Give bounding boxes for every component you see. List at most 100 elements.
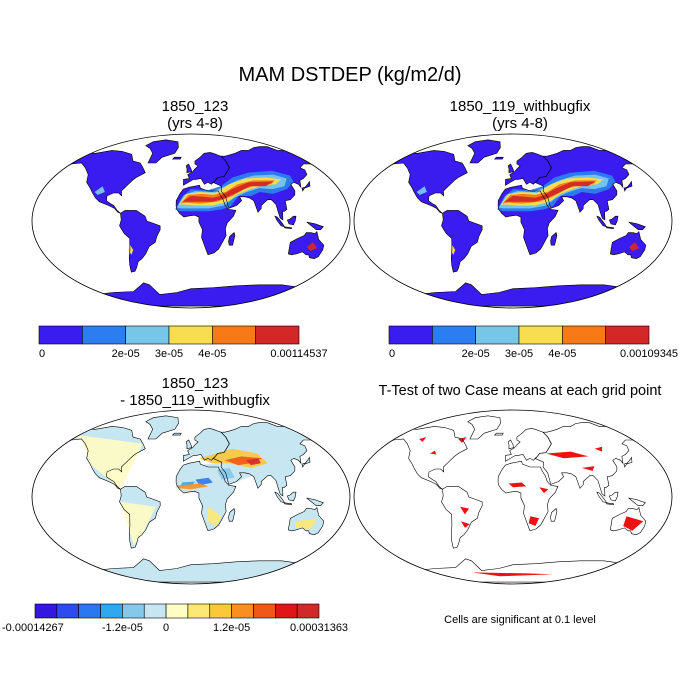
significant-cell-3 — [460, 521, 470, 528]
coastline-britain — [185, 163, 193, 174]
colorbar-tick-label: 1.2e-05 — [212, 622, 251, 634]
colorbar-swatch-12 — [296, 603, 320, 619]
significant-cell-2 — [460, 506, 469, 515]
colorbar-swatch-7 — [187, 603, 211, 619]
significant-cell-8 — [594, 446, 603, 452]
land-borneo — [287, 492, 296, 501]
land-north-america — [385, 150, 468, 214]
difference-field-11 — [295, 518, 318, 529]
significant-cell-0 — [430, 450, 437, 455]
panel1-title-line1: 1850_123 — [161, 98, 229, 115]
coastline-new-guinea — [628, 221, 646, 230]
coastline-europe — [183, 152, 230, 186]
dust-field-7 — [450, 245, 456, 255]
colorbar-tick-label: 4e-05 — [548, 348, 577, 360]
coastline-north-america — [384, 150, 468, 214]
coastline-africa — [175, 184, 237, 256]
dust-field-6 — [416, 186, 427, 195]
colorbar-swatch-1 — [82, 325, 126, 345]
colorbar-swatch-3 — [168, 325, 213, 345]
difference-field-10 — [206, 506, 222, 526]
coastline-iceland — [171, 432, 182, 436]
land-sumatra — [274, 216, 285, 227]
panel1-title-line2: (yrs 4-8) — [167, 115, 223, 132]
land-europe — [183, 152, 230, 186]
coastline-africa — [497, 460, 559, 532]
colorbar-swatch-5 — [143, 603, 167, 619]
colorbar-swatch-4 — [122, 603, 145, 619]
significant-cell-9 — [623, 516, 644, 531]
land-iceland — [494, 157, 504, 160]
map-border — [353, 409, 673, 585]
coastline-britain — [507, 163, 515, 174]
colorbar-tick-label: 3e-05 — [154, 348, 184, 360]
colorbar-swatch-4 — [562, 325, 606, 345]
map-border — [31, 409, 351, 585]
coastline-britain — [185, 439, 193, 450]
dust-field-5 — [628, 242, 640, 251]
land-new-guinea — [306, 222, 324, 230]
colorbar-swatch-2 — [475, 325, 520, 345]
colorbar-tick-label: -0.00014267 — [2, 622, 64, 634]
coastline-kalimantan-java — [606, 502, 614, 506]
land-south-america — [441, 210, 483, 273]
colorbar-case2 — [388, 325, 650, 345]
coastline-europe — [505, 428, 552, 462]
land-borneo — [609, 216, 618, 225]
colorbar-swatch-4 — [212, 325, 256, 345]
land-new-guinea — [628, 222, 646, 230]
coastline-australia — [287, 506, 325, 536]
land-europe — [505, 152, 552, 186]
land-sumatra — [596, 216, 607, 227]
colorbar-swatch-6 — [165, 603, 189, 619]
significant-cell-4 — [508, 482, 527, 488]
coastline-asia — [534, 146, 649, 221]
difference-field-9 — [120, 501, 156, 546]
difference-field-7 — [176, 483, 209, 490]
map-panel-diff — [31, 409, 351, 585]
dust-field-7 — [128, 245, 134, 255]
coastline-south-america — [119, 486, 161, 549]
land-borneo — [287, 216, 296, 225]
colorbar-swatch-5 — [255, 325, 300, 345]
difference-field-12 — [70, 574, 312, 583]
colorbar-case1 — [38, 325, 300, 345]
coastline-kalimantan-java — [284, 502, 292, 506]
colorbar-swatch-10 — [253, 603, 276, 619]
coastline-borneo — [608, 215, 619, 226]
dust-field-4 — [504, 181, 596, 202]
figure-title: MAM DSTDEP (kg/m2/d) — [238, 64, 462, 86]
significance-note: Cells are significant at 0.1 level — [444, 614, 596, 626]
map-border — [353, 133, 673, 309]
coastline-borneo — [286, 215, 297, 226]
colorbar-swatch-11 — [275, 603, 298, 619]
coastline-new-guinea — [306, 497, 324, 506]
coastline-madagascar — [228, 508, 236, 522]
coastline-greenland — [145, 415, 179, 440]
colorbar-tick-label: 0.00109345 — [619, 348, 679, 360]
coastline-madagascar — [550, 232, 558, 246]
colorbar-swatch-2 — [78, 603, 101, 619]
coastline-north-america — [384, 426, 468, 490]
land-greenland — [145, 415, 179, 439]
coastline-asia — [212, 146, 327, 221]
panel4-title: T-Test of two Case means at each grid po… — [340, 383, 700, 400]
colorbar-tick-label: 2e-05 — [111, 348, 140, 360]
land-antarctica — [67, 282, 315, 307]
coastline-asia — [534, 422, 649, 497]
map-panel-ttest — [353, 409, 673, 585]
coastline-iceland — [493, 156, 504, 160]
panel2-title-line1: 1850_119_withbugfix — [449, 98, 591, 115]
colorbar-swatch-5 — [605, 325, 650, 345]
difference-field-0 — [64, 433, 143, 490]
coastline-britain — [507, 439, 515, 450]
land-australia — [610, 231, 646, 259]
significant-cell-10 — [472, 572, 554, 577]
coastline-greenland — [467, 139, 501, 164]
land-new-guinea — [306, 498, 324, 506]
colorbar-tick-label: 4e-05 — [198, 348, 227, 360]
coastline-madagascar — [550, 508, 558, 522]
coastline-south-america — [441, 486, 483, 549]
dust-field-4 — [182, 181, 274, 202]
colorbar-swatch-1 — [56, 603, 79, 619]
